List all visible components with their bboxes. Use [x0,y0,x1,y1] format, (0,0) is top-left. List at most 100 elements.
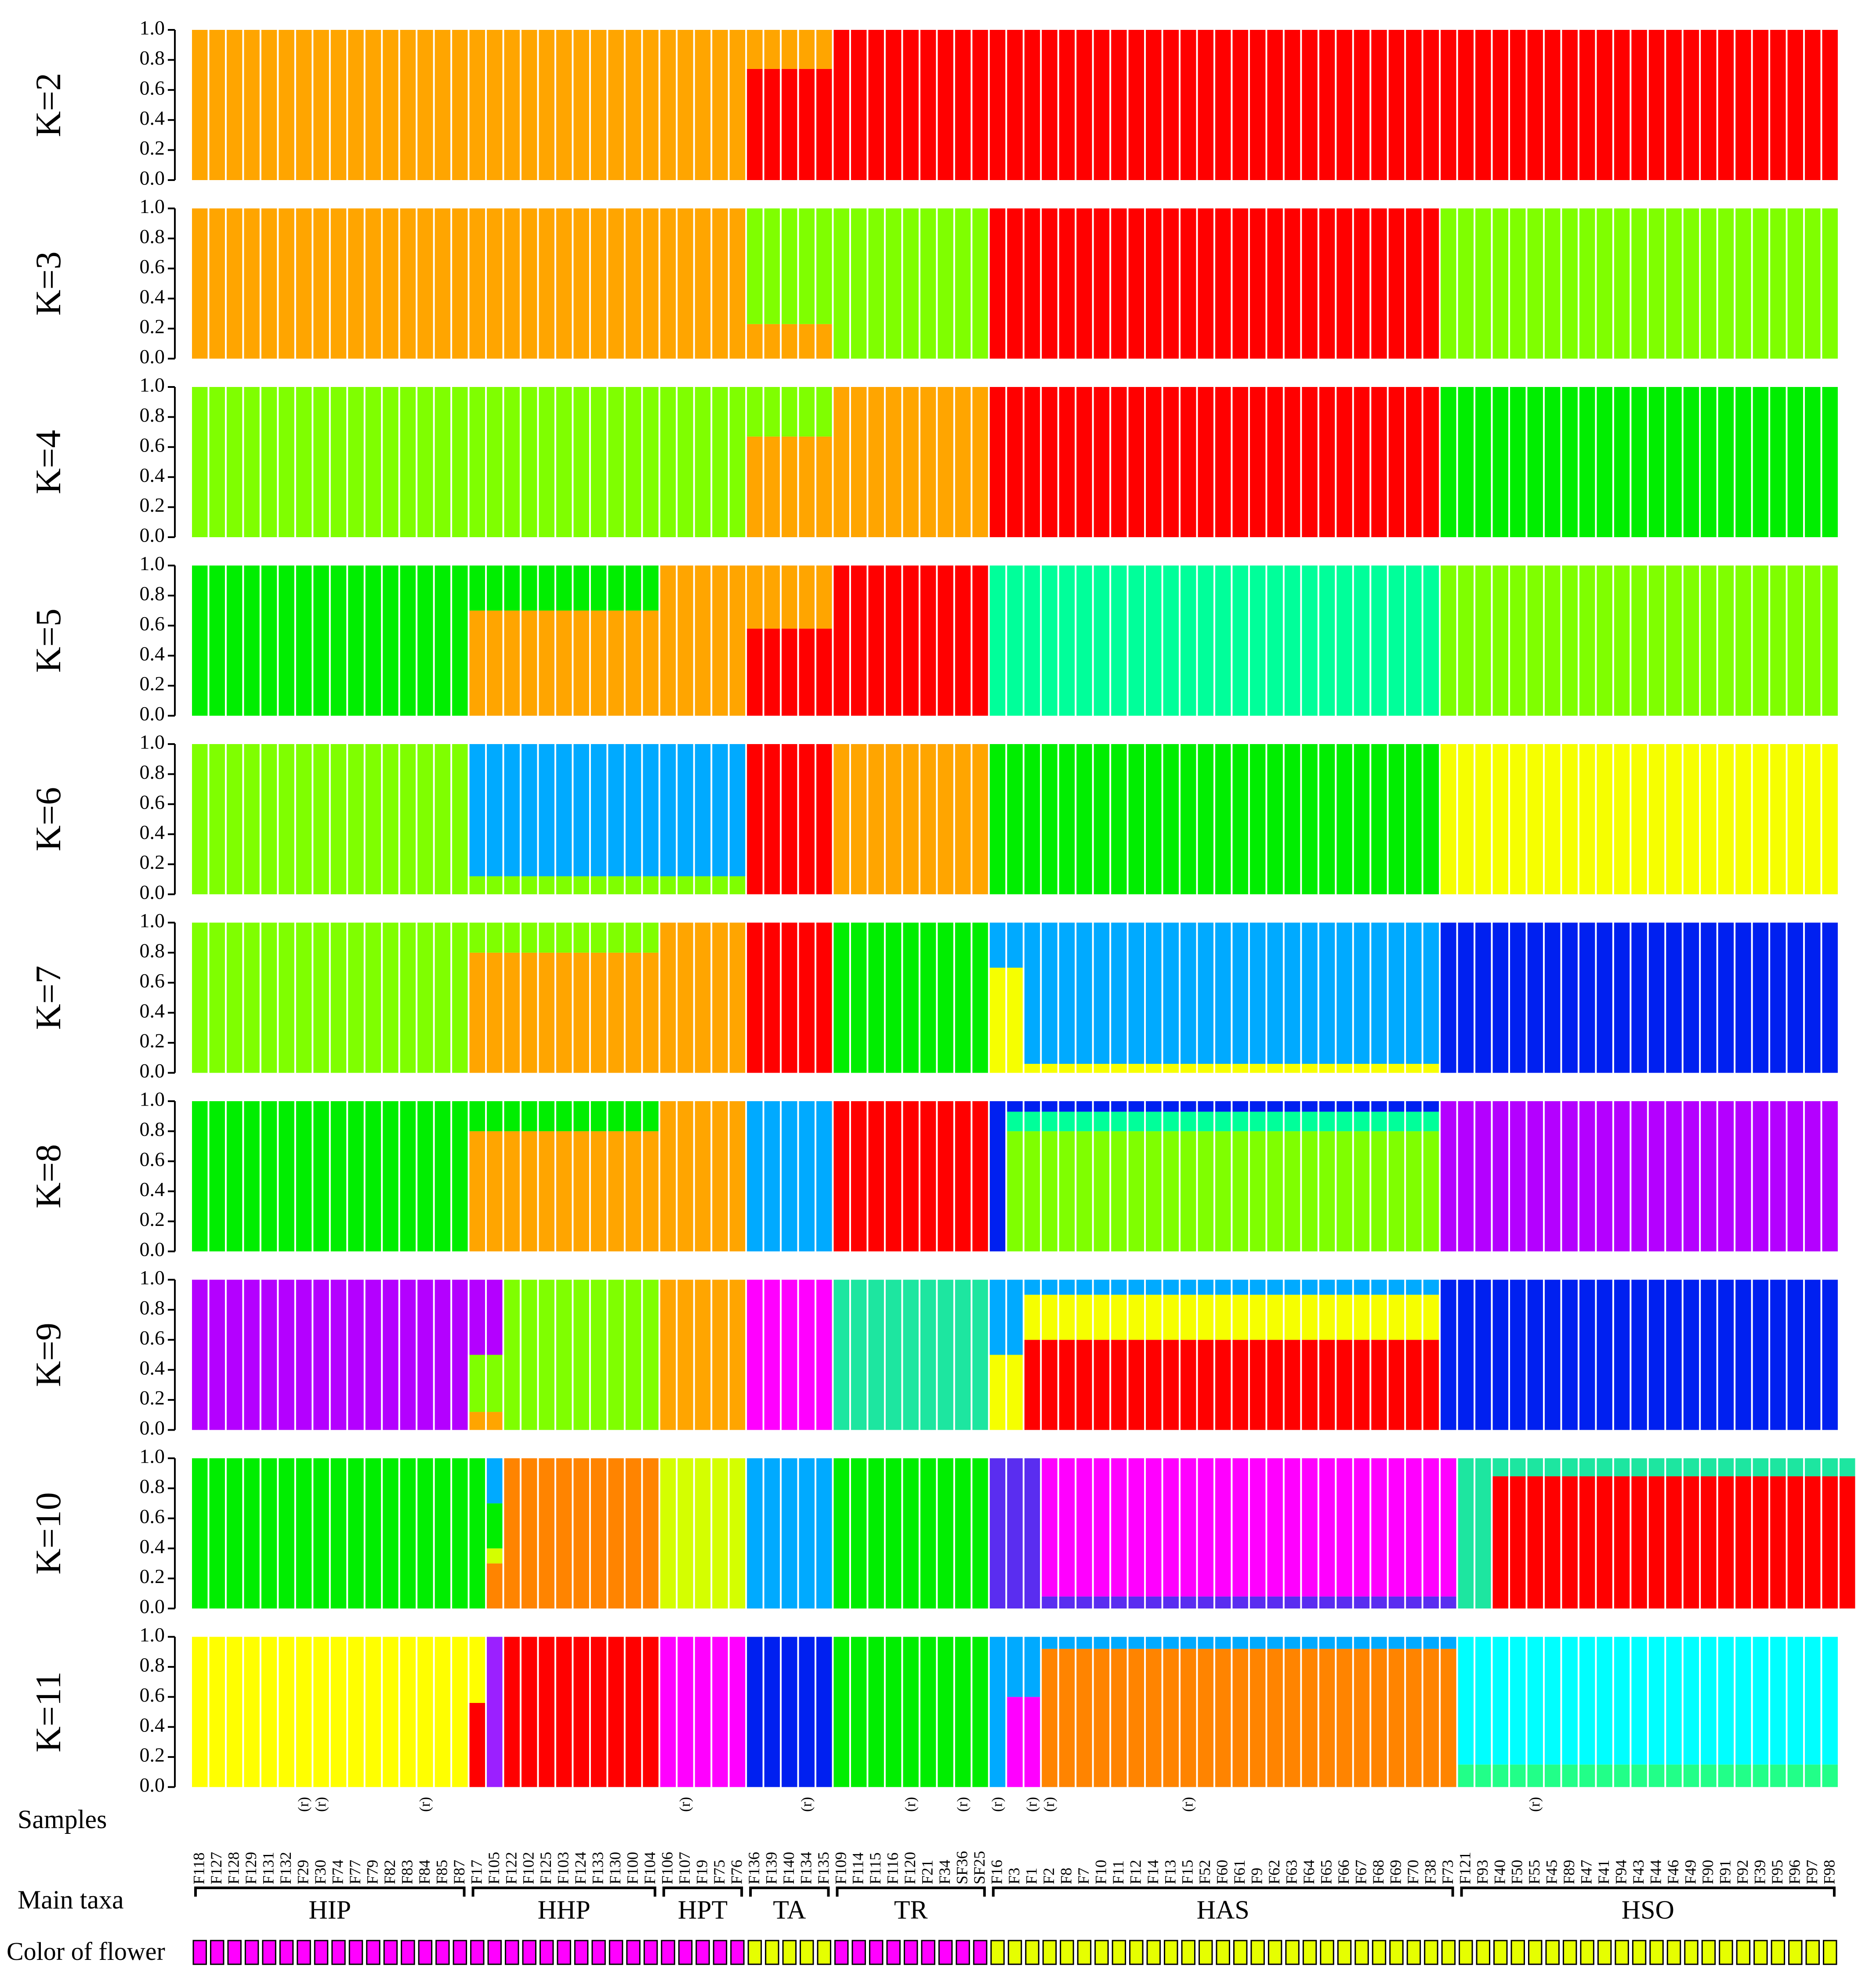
bar-segment [417,1458,433,1608]
bar-segment [1406,1648,1422,1787]
bar-segment [677,30,693,180]
sample-id: F45 [1543,1860,1561,1884]
bar-segment [972,1458,988,1608]
flower-color-swatch [192,1940,207,1965]
sample-id: F12 [1126,1860,1144,1884]
bar-segment [1198,1131,1213,1251]
bar-segment [1128,1340,1144,1430]
bar-segment [747,1101,763,1251]
bar-segment [590,387,607,537]
bar-segment [209,1101,225,1251]
bar-segment [1232,1458,1248,1597]
bar-segment [920,1637,936,1787]
bar-segment [660,1458,676,1608]
bar-segment [1648,565,1665,716]
bar-segment [1198,1340,1213,1430]
sample-id: F44 [1647,1860,1665,1884]
bar-segment [261,922,277,1073]
bar-segment [1388,1111,1405,1131]
sample-id: F60 [1213,1860,1231,1884]
bar-segment [1406,387,1422,537]
bar-segment [1354,1596,1370,1608]
bar-segment [1544,1637,1561,1765]
bar-segment [539,1458,554,1608]
bar-segment [244,922,260,1073]
bar-segment [1423,1101,1439,1112]
bar-segment [1336,1596,1352,1608]
bar-segment [660,565,676,716]
sample-id: F2 [1040,1868,1058,1884]
bar-segment [972,1280,988,1430]
bar-segment [1284,1637,1300,1649]
bar-segment [244,565,260,716]
bar-segment [1406,1280,1422,1295]
sample-id: F16 [988,1860,1006,1884]
panel-label: K=8 [28,1144,68,1208]
bar-segment [851,1637,867,1787]
flower-color-swatch [401,1940,415,1965]
bar-segment [1597,387,1612,537]
flower-color-swatch [1389,1940,1404,1965]
bar-segment [1579,30,1595,180]
flower-color-swatch [1823,1940,1837,1965]
bar-segment [868,1101,884,1251]
bar-segment [1336,30,1352,180]
bar-segment [1701,1280,1717,1430]
bar-segment [435,387,451,537]
bar-segment [1163,1340,1179,1430]
bar-segment [400,565,416,716]
bar-segment [1458,744,1474,894]
bar-segment [695,744,711,876]
sample-id: F29 [294,1860,312,1884]
bar-segment [1146,1111,1162,1131]
bar-segment [955,744,971,894]
bar-segment [782,30,797,69]
bar-segment [556,565,572,611]
bar-segment [573,1131,589,1251]
sample-id: F84 [416,1860,433,1884]
bar-segment [383,1101,398,1251]
bar-segment [1267,744,1283,894]
bar-segment [1822,1764,1838,1787]
bar-segment [435,744,451,894]
bar-segment [712,1458,728,1608]
bar-segment [1007,1355,1023,1430]
flower-color-swatch [1060,1940,1074,1965]
bar-segment [261,387,277,537]
bar-segment [1423,1596,1439,1608]
bar-segment [608,744,624,876]
bar-segment [625,922,641,953]
bar-segment [1701,387,1717,537]
bar-segment [972,922,988,1073]
bar-segment [1128,30,1144,180]
bar-segment [330,1458,347,1608]
bar-segment [1614,565,1630,716]
flower-color-swatch [1632,1940,1647,1965]
bar-segment [1319,1340,1335,1430]
bar-segment [1423,1063,1439,1073]
bar-segment [1250,1131,1266,1251]
panel-label: K=4 [28,430,68,494]
bar-segment [1527,1764,1543,1787]
sample-id: F139 [762,1852,780,1884]
bar-segment [885,1101,902,1251]
bar-segment [1597,1101,1612,1251]
bar-segment [1215,1458,1231,1597]
sample-id: F41 [1595,1860,1612,1884]
flower-color-swatch [522,1940,536,1965]
bar-segment [712,1637,728,1787]
bar-segment [1042,1280,1058,1295]
flower-color-swatch [279,1940,294,1965]
bar-segment [1805,1458,1821,1477]
bar-segment [1354,1294,1370,1340]
y-tick-label: 0.8 [140,582,165,604]
bar-segment [677,1280,693,1430]
flower-color-swatch [1198,1940,1213,1965]
y-tick-label: 0.0 [140,167,165,189]
bar-segment [1666,1101,1682,1251]
bar-segment [764,629,780,716]
bar-segment [313,1101,329,1251]
bar-segment [1024,1294,1040,1340]
bar-segment [799,1280,815,1430]
bar-segment [1475,744,1491,894]
